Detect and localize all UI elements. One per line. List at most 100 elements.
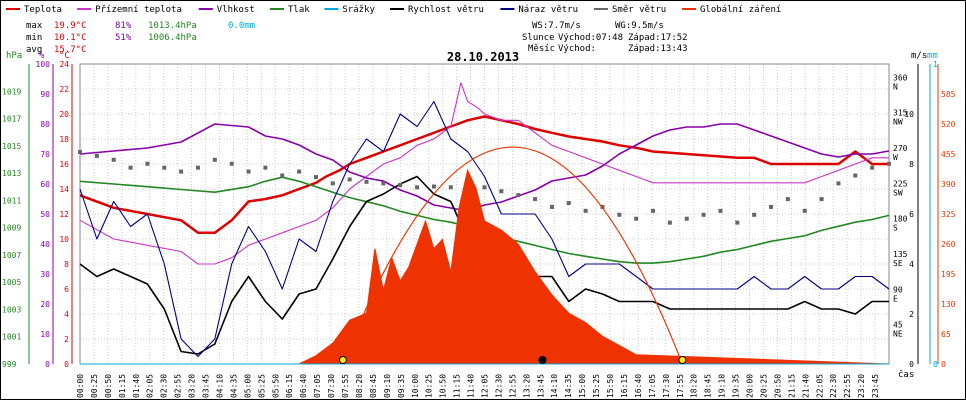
- wind-direction-point: [583, 208, 588, 213]
- x-tick-label: 15:50: [606, 374, 615, 398]
- wind-direction-point: [280, 173, 285, 178]
- wind-direction-point: [364, 179, 369, 184]
- stat-max-hum: 81%: [115, 21, 132, 31]
- wind-direction-point: [94, 153, 99, 158]
- pressure-tick: 1007: [2, 251, 21, 260]
- pressure-tick: 1009: [2, 224, 21, 233]
- sunset-marker: [678, 356, 687, 364]
- stat-min-press: 1006.4hPa: [148, 33, 197, 43]
- wind-direction-point: [212, 157, 217, 162]
- x-axis-label: čas: [898, 369, 914, 380]
- sun-label: Slunce: [522, 33, 555, 43]
- wind-direction-point: [111, 157, 116, 162]
- x-tick-label: 00:00: [76, 374, 85, 398]
- radiation-tick: 130: [941, 300, 956, 309]
- legend-label: Přízemní teplota: [95, 5, 182, 15]
- moon-set: Západ:13:43: [628, 44, 688, 54]
- x-tick-label: 12:55: [508, 374, 517, 398]
- x-tick-label: 22:05: [815, 374, 824, 398]
- wind-direction-point: [246, 169, 251, 174]
- wind-direction-point: [651, 208, 656, 213]
- legend-label: Srážky: [342, 5, 375, 15]
- direction-compass: NE: [893, 330, 903, 339]
- wind-direction-point: [802, 208, 807, 213]
- wind-direction-point: [398, 182, 403, 187]
- x-tick-label: 17:55: [676, 374, 685, 398]
- wind-direction-point: [769, 204, 774, 209]
- pressure-axis-unit: hPa: [6, 51, 22, 61]
- x-tick-label: 15:00: [578, 374, 587, 398]
- series-line: [79, 82, 889, 265]
- wind-direction-point: [819, 197, 824, 202]
- wind-tick: 0: [909, 360, 914, 369]
- wind-tick: 6: [909, 210, 914, 219]
- wind-axis-unit: m/s: [911, 51, 927, 61]
- temperature-tick: 22: [59, 85, 69, 94]
- pressure-tick: 1015: [2, 142, 21, 151]
- wind-direction-point: [229, 161, 234, 166]
- x-tick-label: 21:40: [801, 374, 810, 398]
- direction-compass: S: [893, 224, 898, 233]
- wind-direction-point: [870, 165, 875, 170]
- stat-max-label: max: [26, 21, 43, 31]
- plot-area: [78, 82, 891, 365]
- x-tick-label: 11:15: [453, 374, 462, 398]
- temperature-tick: 6: [64, 285, 69, 294]
- x-tick-label: 00:25: [90, 374, 99, 398]
- x-tick-label: 12:30: [494, 374, 503, 398]
- humidity-tick: 0: [45, 360, 50, 369]
- wind-direction-point: [78, 149, 82, 154]
- x-tick-label: 04:10: [215, 374, 224, 398]
- x-tick-label: 20:00: [746, 374, 755, 398]
- x-tick-label: 17:05: [648, 374, 657, 398]
- x-tick-label: 05:50: [271, 374, 280, 398]
- wind-tick: 8: [909, 160, 914, 169]
- stat-min-temp: 10.1°C: [54, 33, 87, 43]
- x-tick-label: 18:20: [690, 374, 699, 398]
- x-tick-label: 01:15: [118, 374, 127, 398]
- wind-direction-point: [566, 201, 571, 206]
- x-tick-label: 10:50: [439, 374, 448, 398]
- pressure-tick: 1011: [2, 196, 21, 205]
- temperature-axis-unit: °C: [59, 51, 70, 61]
- temperature-tick: 8: [64, 260, 69, 269]
- stat-min-hum: 51%: [115, 33, 132, 43]
- x-tick-label: 05:00: [243, 374, 252, 398]
- temperature-tick: 10: [59, 235, 69, 244]
- wind-direction-point: [533, 197, 538, 202]
- direction-tick: 135: [893, 250, 908, 259]
- x-tick-label: 23:45: [871, 374, 880, 398]
- wind-direction-point: [667, 220, 672, 225]
- wind-direction-point: [549, 204, 554, 209]
- series-line: [79, 176, 890, 264]
- x-tick-label: 18:45: [704, 374, 713, 398]
- x-tick-label: 17:30: [662, 374, 671, 398]
- wind-direction-point: [617, 212, 622, 217]
- direction-tick: 225: [893, 179, 908, 188]
- series-line: [79, 100, 890, 358]
- wind-direction-point: [162, 165, 167, 170]
- wind-direction-point: [887, 161, 891, 166]
- x-tick-label: 02:05: [146, 374, 155, 398]
- x-tick-label: 13:20: [522, 374, 531, 398]
- x-tick-label: 09:35: [397, 374, 406, 398]
- direction-compass: SE: [893, 259, 903, 268]
- temperature-tick: 0: [64, 360, 69, 369]
- legend-label: Rychlost větru: [408, 5, 484, 15]
- wind-direction-point: [313, 175, 318, 180]
- wind-tick: 4: [909, 260, 914, 269]
- x-tick-label: 08:45: [369, 374, 378, 398]
- radiation-tick: 520: [941, 120, 956, 129]
- x-tick-label: 07:55: [341, 374, 350, 398]
- astro-block: WS:7.7m/s WG:9.5m/s Slunce Východ:07:48 …: [522, 21, 688, 54]
- wind-direction-point: [448, 185, 453, 190]
- stat-avg-label: avg: [26, 45, 42, 55]
- legend-label: Vlhkost: [217, 5, 255, 15]
- rain-axis-unit: mm: [927, 51, 938, 61]
- x-tick-label: 00:50: [104, 374, 113, 398]
- wind-tick: 10: [904, 110, 914, 119]
- wind-direction-point: [634, 216, 639, 221]
- x-tick-label: 13:45: [536, 374, 545, 398]
- wind-direction-point: [701, 212, 706, 217]
- direction-tick: 360: [893, 73, 908, 82]
